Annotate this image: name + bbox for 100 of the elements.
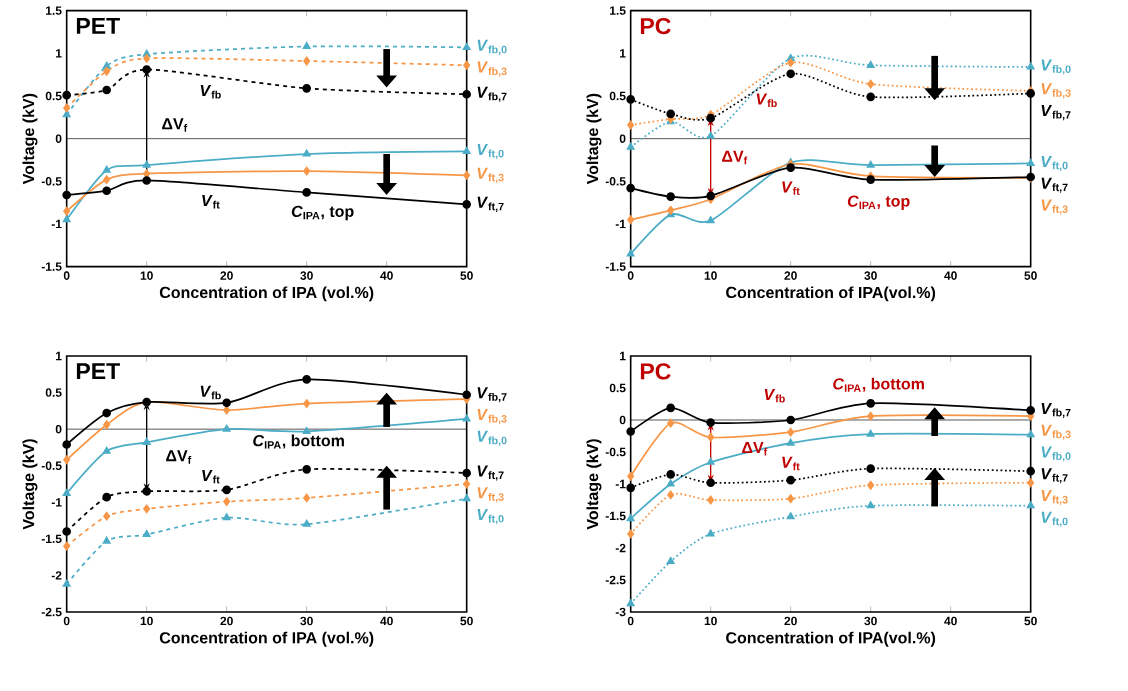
series-label: V$_{fb,3}$ bbox=[1041, 424, 1071, 440]
annotation: V$_{fb}$ bbox=[200, 385, 221, 400]
annotation: V$_{fb}$ bbox=[756, 93, 777, 108]
x-tick-label: 20 bbox=[784, 616, 797, 626]
annotation: C$_{IPA}$, bottom bbox=[833, 377, 924, 392]
y-tick-label: -0.5 bbox=[605, 177, 626, 186]
y-tick-label: -2 bbox=[615, 543, 626, 553]
y-tick-label: -2 bbox=[51, 571, 62, 580]
series-label: V$_{ft,3}$ bbox=[477, 487, 504, 503]
y-tick-label: -1 bbox=[51, 498, 62, 507]
x-tick-label: 0 bbox=[627, 271, 634, 281]
y-tick-label: 0 bbox=[619, 134, 626, 144]
y-tick-label: 0.5 bbox=[609, 383, 626, 393]
series-label: V$_{fb,7}$ bbox=[477, 86, 507, 102]
series-label: V$_{ft,7}$ bbox=[1041, 468, 1068, 484]
series-label: V$_{ft,7}$ bbox=[1041, 177, 1068, 193]
x-tick-label: 40 bbox=[380, 616, 393, 626]
annotation: V$_{fb}$ bbox=[200, 85, 221, 99]
series-label: V$_{fb,0}$ bbox=[1041, 446, 1071, 462]
y-tick-label: -0.5 bbox=[41, 461, 62, 471]
y-tick-label: 0.5 bbox=[45, 388, 62, 397]
y-tick-label: 1.5 bbox=[610, 6, 626, 16]
annotation: ΔV$_{f}$ bbox=[742, 442, 768, 456]
annotation: ΔV$_{f}$ bbox=[166, 450, 192, 464]
series-label: V$_{fb,7}$ bbox=[477, 387, 507, 403]
y-tick-label: -0.5 bbox=[41, 177, 62, 186]
series-label: V$_{fb,0}$ bbox=[1041, 59, 1071, 75]
chart-title: PET bbox=[76, 363, 120, 380]
annotation: C$_{IPA}$, top bbox=[847, 195, 910, 211]
y-tick-label: -1.5 bbox=[605, 262, 626, 272]
x-axis-title: Concentration of IPA (vol.%) bbox=[159, 286, 374, 302]
y-tick-label: -2.5 bbox=[41, 607, 62, 617]
x-tick-label: 20 bbox=[784, 271, 797, 281]
chart-title: PC bbox=[640, 363, 671, 380]
annotation: C$_{IPA}$, bottom bbox=[253, 434, 344, 449]
y-tick-label: -1.5 bbox=[41, 262, 62, 272]
y-tick-label: 1.5 bbox=[46, 6, 62, 16]
x-tick-label: 0 bbox=[63, 616, 70, 626]
x-axis-title: Concentration of IPA(vol.%) bbox=[726, 631, 936, 647]
annotation: V$_{fb}$ bbox=[764, 389, 785, 403]
x-tick-label: 30 bbox=[300, 271, 313, 281]
y-tick-label: 0 bbox=[55, 425, 62, 434]
series-label: V$_{ft,0}$ bbox=[1041, 511, 1068, 527]
series-label: V$_{fb,0}$ bbox=[477, 430, 507, 446]
y-tick-label: 1 bbox=[620, 49, 626, 58]
y-tick-label: 0 bbox=[55, 134, 62, 144]
y-axis-title: Voltage (kV) bbox=[586, 94, 602, 185]
x-tick-label: 10 bbox=[704, 616, 717, 626]
x-tick-label: 10 bbox=[704, 271, 717, 281]
x-axis-title: Concentration of IPA(vol.%) bbox=[726, 286, 936, 302]
series-label: V$_{ft,0}$ bbox=[1041, 156, 1068, 172]
x-tick-label: 50 bbox=[460, 271, 473, 281]
series-label: V$_{ft,0}$ bbox=[477, 144, 504, 160]
series-label: V$_{ft,7}$ bbox=[477, 465, 504, 481]
y-tick-label: 1 bbox=[56, 49, 62, 58]
y-tick-label: 0 bbox=[619, 415, 626, 425]
chart-title: PC bbox=[640, 18, 671, 35]
annotation: C$_{IPA}$, top bbox=[291, 205, 354, 221]
annotation: V$_{ft}$ bbox=[202, 195, 220, 209]
y-tick-label: -1 bbox=[615, 480, 626, 489]
x-tick-label: 0 bbox=[63, 271, 70, 281]
series-label: V$_{fb,3}$ bbox=[477, 61, 507, 77]
annotation: V$_{ft}$ bbox=[782, 181, 800, 196]
y-tick-label: -1 bbox=[51, 220, 62, 229]
x-axis-title: Concentration of IPA (vol.%) bbox=[159, 631, 374, 647]
series-label: V$_{fb,3}$ bbox=[477, 409, 507, 425]
series-label: V$_{ft,3}$ bbox=[1041, 490, 1068, 506]
y-tick-label: -1.5 bbox=[605, 511, 626, 521]
x-tick-label: 20 bbox=[220, 271, 233, 281]
y-tick-label: -0.5 bbox=[605, 447, 626, 457]
y-axis-title: Voltage (kV) bbox=[22, 94, 38, 185]
x-tick-label: 50 bbox=[1024, 271, 1037, 281]
series-label: V$_{fb,7}$ bbox=[1041, 105, 1071, 121]
y-tick-label: 1 bbox=[620, 352, 626, 361]
y-tick-label: -1.5 bbox=[41, 534, 62, 544]
chart-title: PET bbox=[76, 18, 120, 34]
x-tick-label: 30 bbox=[864, 271, 877, 281]
y-tick-label: -1 bbox=[615, 220, 626, 229]
x-tick-label: 50 bbox=[460, 616, 473, 626]
series-label: V$_{fb,3}$ bbox=[1041, 83, 1071, 99]
y-tick-label: 1 bbox=[56, 352, 62, 361]
x-tick-label: 50 bbox=[1024, 616, 1037, 626]
series-label: V$_{fb,0}$ bbox=[477, 40, 507, 56]
y-axis-title: Voltage (kV) bbox=[22, 439, 38, 530]
annotation: ΔV$_{f}$ bbox=[162, 118, 188, 132]
annotation: V$_{ft}$ bbox=[202, 470, 220, 484]
x-tick-label: 20 bbox=[220, 616, 233, 626]
annotation: V$_{ft}$ bbox=[782, 456, 800, 471]
series-label: V$_{ft,7}$ bbox=[477, 197, 504, 213]
x-tick-label: 40 bbox=[380, 271, 393, 281]
x-tick-label: 30 bbox=[300, 616, 313, 626]
series-label: V$_{ft,3}$ bbox=[1041, 199, 1068, 215]
series-label: V$_{fb,7}$ bbox=[1041, 403, 1071, 419]
x-tick-label: 0 bbox=[627, 616, 634, 626]
x-tick-label: 10 bbox=[140, 616, 153, 626]
x-tick-label: 40 bbox=[944, 616, 957, 626]
y-axis-title: Voltage (kV) bbox=[586, 439, 602, 530]
y-tick-label: -3 bbox=[615, 607, 626, 617]
y-tick-label: 0.5 bbox=[45, 91, 62, 101]
x-tick-label: 40 bbox=[944, 271, 957, 281]
